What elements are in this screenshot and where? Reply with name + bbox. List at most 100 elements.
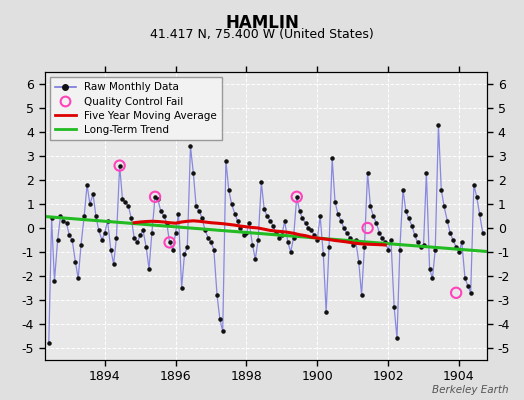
- Point: [310, 232, 319, 238]
- Text: Berkeley Earth: Berkeley Earth: [432, 385, 508, 395]
- Point: [431, 246, 440, 253]
- Point: [449, 237, 457, 243]
- Point: [71, 258, 80, 265]
- Point: [457, 239, 466, 246]
- Point: [399, 186, 407, 193]
- Point: [242, 230, 250, 236]
- Point: [410, 232, 419, 238]
- Point: [77, 242, 85, 248]
- Point: [178, 285, 186, 291]
- Point: [239, 232, 248, 238]
- Point: [127, 215, 136, 222]
- Point: [227, 201, 236, 207]
- Point: [478, 230, 487, 236]
- Point: [466, 290, 475, 296]
- Point: [136, 232, 145, 238]
- Point: [231, 210, 239, 217]
- Point: [464, 282, 472, 289]
- Point: [443, 218, 452, 224]
- Point: [357, 292, 366, 298]
- Point: [83, 182, 91, 188]
- Point: [289, 234, 298, 241]
- Point: [112, 234, 121, 241]
- Point: [74, 275, 82, 282]
- Point: [166, 239, 174, 246]
- Point: [428, 275, 436, 282]
- Point: [225, 186, 233, 193]
- Point: [151, 194, 159, 200]
- Point: [248, 242, 257, 248]
- Point: [166, 239, 174, 246]
- Point: [180, 251, 189, 258]
- Point: [198, 215, 206, 222]
- Point: [375, 230, 384, 236]
- Point: [419, 242, 428, 248]
- Point: [216, 316, 224, 322]
- Point: [101, 230, 109, 236]
- Point: [313, 237, 322, 243]
- Point: [364, 170, 372, 176]
- Point: [475, 210, 484, 217]
- Point: [110, 261, 118, 267]
- Point: [352, 237, 360, 243]
- Point: [301, 220, 310, 226]
- Point: [183, 244, 191, 250]
- Point: [390, 304, 398, 310]
- Point: [118, 196, 127, 202]
- Point: [154, 196, 162, 202]
- Point: [346, 234, 354, 241]
- Point: [59, 218, 68, 224]
- Point: [130, 234, 138, 241]
- Point: [245, 220, 254, 226]
- Point: [275, 234, 283, 241]
- Point: [470, 182, 478, 188]
- Point: [437, 186, 445, 193]
- Point: [402, 208, 410, 214]
- Point: [145, 266, 153, 272]
- Point: [45, 340, 53, 346]
- Point: [455, 249, 463, 255]
- Point: [151, 194, 159, 200]
- Point: [292, 194, 301, 200]
- Point: [189, 170, 198, 176]
- Point: [98, 237, 106, 243]
- Point: [387, 237, 395, 243]
- Point: [408, 222, 416, 229]
- Point: [331, 198, 339, 205]
- Point: [233, 218, 242, 224]
- Point: [115, 162, 124, 169]
- Point: [348, 242, 357, 248]
- Point: [446, 230, 454, 236]
- Point: [296, 208, 304, 214]
- Point: [204, 234, 212, 241]
- Point: [325, 244, 333, 250]
- Legend: Raw Monthly Data, Quality Control Fail, Five Year Moving Average, Long-Term Tren: Raw Monthly Data, Quality Control Fail, …: [50, 77, 222, 140]
- Point: [53, 237, 62, 243]
- Point: [266, 218, 275, 224]
- Point: [381, 239, 389, 246]
- Point: [425, 266, 434, 272]
- Point: [263, 213, 271, 219]
- Point: [372, 220, 380, 226]
- Point: [124, 203, 133, 210]
- Point: [236, 225, 245, 231]
- Point: [251, 256, 259, 262]
- Point: [280, 218, 289, 224]
- Text: 41.417 N, 75.400 W (United States): 41.417 N, 75.400 W (United States): [150, 28, 374, 41]
- Point: [340, 225, 348, 231]
- Point: [139, 227, 147, 234]
- Point: [106, 246, 115, 253]
- Point: [254, 237, 263, 243]
- Point: [121, 198, 129, 205]
- Point: [148, 230, 156, 236]
- Point: [343, 230, 351, 236]
- Point: [405, 215, 413, 222]
- Point: [328, 155, 336, 162]
- Point: [440, 203, 449, 210]
- Point: [160, 213, 168, 219]
- Point: [378, 234, 386, 241]
- Point: [369, 213, 377, 219]
- Point: [171, 230, 180, 236]
- Point: [169, 246, 177, 253]
- Point: [187, 143, 195, 150]
